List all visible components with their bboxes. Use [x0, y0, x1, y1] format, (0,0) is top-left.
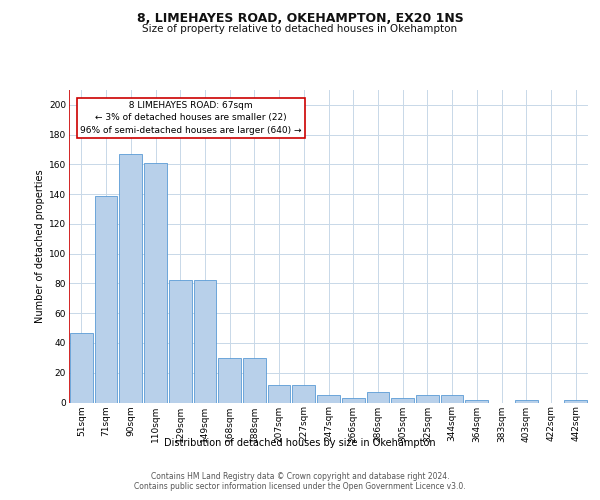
- Bar: [95, 196, 118, 402]
- Bar: [441, 395, 463, 402]
- Text: Distribution of detached houses by size in Okehampton: Distribution of detached houses by size …: [164, 438, 436, 448]
- Bar: [466, 400, 488, 402]
- Text: 8 LIMEHAYES ROAD: 67sqm  
← 3% of detached houses are smaller (22)
96% of semi-d: 8 LIMEHAYES ROAD: 67sqm ← 3% of detached…: [80, 101, 302, 135]
- Bar: [391, 398, 414, 402]
- Bar: [367, 392, 389, 402]
- Bar: [416, 395, 439, 402]
- Text: Contains public sector information licensed under the Open Government Licence v3: Contains public sector information licen…: [134, 482, 466, 491]
- Bar: [292, 384, 315, 402]
- Bar: [119, 154, 142, 402]
- Bar: [243, 358, 266, 403]
- Bar: [564, 400, 587, 402]
- Bar: [70, 332, 93, 402]
- Text: 8, LIMEHAYES ROAD, OKEHAMPTON, EX20 1NS: 8, LIMEHAYES ROAD, OKEHAMPTON, EX20 1NS: [137, 12, 463, 26]
- Bar: [144, 163, 167, 402]
- Y-axis label: Number of detached properties: Number of detached properties: [35, 170, 45, 323]
- Bar: [515, 400, 538, 402]
- Bar: [268, 384, 290, 402]
- Bar: [342, 398, 365, 402]
- Bar: [169, 280, 191, 402]
- Bar: [194, 280, 216, 402]
- Bar: [218, 358, 241, 403]
- Bar: [317, 395, 340, 402]
- Text: Size of property relative to detached houses in Okehampton: Size of property relative to detached ho…: [142, 24, 458, 34]
- Text: Contains HM Land Registry data © Crown copyright and database right 2024.: Contains HM Land Registry data © Crown c…: [151, 472, 449, 481]
